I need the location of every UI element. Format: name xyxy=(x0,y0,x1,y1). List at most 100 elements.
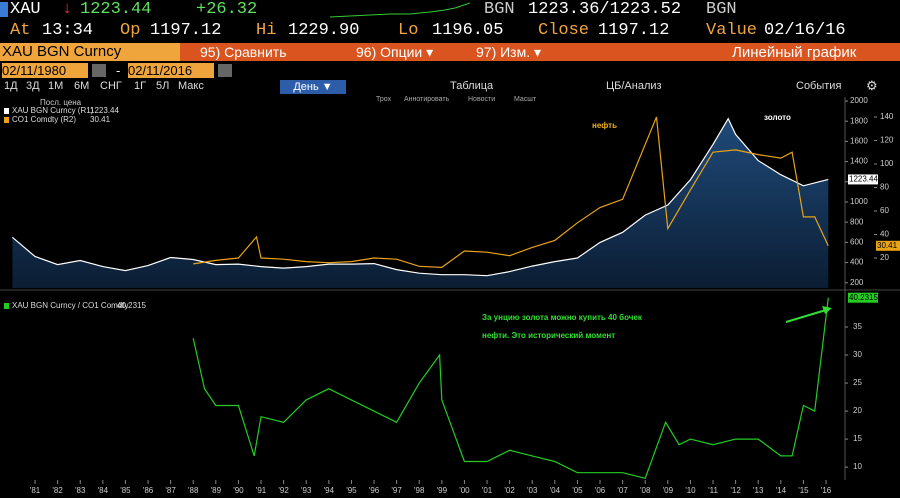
x-tick-label: '81 xyxy=(30,486,41,495)
period-button[interactable]: СНГ xyxy=(100,80,122,92)
calendar-icon[interactable] xyxy=(92,64,106,77)
y-tick-label: 1400 xyxy=(850,157,868,166)
legend-entry: XAU BGN Curncy / CO1 Comdty xyxy=(12,301,128,310)
settings-button[interactable]: ⚙ xyxy=(866,78,878,93)
x-tick-label: '83 xyxy=(75,486,86,495)
stat-label: Close xyxy=(538,21,590,40)
x-tick-label: '90 xyxy=(233,486,244,495)
x-tick-label: '89 xyxy=(211,486,222,495)
stat-label: Hi xyxy=(256,21,277,40)
y2-tick-label: 20 xyxy=(880,253,889,262)
chart-kind[interactable]: Линейный график xyxy=(732,44,857,61)
quote-label: BGN xyxy=(484,0,515,19)
x-tick-label: '93 xyxy=(301,486,312,495)
chart-tool[interactable]: Масшт xyxy=(514,96,537,103)
x-tick-label: '11 xyxy=(708,486,718,495)
x-tick-label: '07 xyxy=(617,486,628,495)
stat-value: 1229.90 xyxy=(288,21,360,40)
chart-tool[interactable]: Трох xyxy=(376,96,392,103)
y-tick-label: 10 xyxy=(853,462,862,471)
menu-item[interactable]: 96) Опции ▾ xyxy=(356,44,434,60)
stat-value: 02/16/16 xyxy=(764,21,846,40)
end-date[interactable]: 02/11/2016 xyxy=(128,63,214,78)
x-tick-label: '99 xyxy=(437,486,448,495)
x-tick-label: '08 xyxy=(640,486,651,495)
y-tick-label: 15 xyxy=(853,434,862,443)
x-tick-label: '10 xyxy=(685,486,696,495)
start-date[interactable]: 02/11/1980 xyxy=(2,63,88,78)
quote-label: BGN xyxy=(706,0,737,19)
value-box xyxy=(876,240,900,251)
value-label: 30.41 xyxy=(877,241,898,250)
analysis-button[interactable]: ЦБ/Анализ xyxy=(606,80,662,92)
sparkline xyxy=(330,2,470,18)
value-label: 1223.44 xyxy=(849,175,878,184)
x-tick-label: '85 xyxy=(120,486,131,495)
y2-tick-label: 100 xyxy=(880,159,894,168)
annotation-arrow xyxy=(785,309,827,323)
annotation: золото xyxy=(764,113,791,122)
y-tick-label: 600 xyxy=(850,237,864,246)
line xyxy=(12,117,829,277)
calendar-icon[interactable] xyxy=(218,64,232,77)
legend-value: 40.2315 xyxy=(117,301,146,310)
x-tick-label: '91 xyxy=(256,486,267,495)
menu-item[interactable]: 97) Изм. ▾ xyxy=(476,44,542,60)
period-button[interactable]: 1Д xyxy=(4,80,18,92)
period-button[interactable]: 3Д xyxy=(26,80,40,92)
stat-label: Lo xyxy=(398,21,419,40)
period-button[interactable]: 5Л xyxy=(156,80,170,92)
legend-value: 1223.44 xyxy=(90,106,119,115)
security-name[interactable]: XAU BGN Curncy xyxy=(0,43,180,61)
legend-entry: CO1 Comdty (R2) xyxy=(12,115,76,124)
line xyxy=(193,116,829,269)
chart-tool[interactable]: Новости xyxy=(468,96,496,103)
chart-tool[interactable]: Аннотировать xyxy=(404,96,450,103)
x-tick-label: '00 xyxy=(459,486,470,495)
legend-title: Посл. цена xyxy=(40,98,82,107)
value-label: 40.2315 xyxy=(849,293,878,302)
y-tick-label: 1800 xyxy=(850,116,868,125)
y-tick-label: 35 xyxy=(853,322,862,331)
menu-bar xyxy=(0,43,900,61)
ticker: XAU xyxy=(10,0,41,19)
annotation: За унцию золота можно купить 40 бочек xyxy=(482,313,643,322)
frequency[interactable]: День ▼ xyxy=(280,80,346,94)
x-tick-label: '97 xyxy=(391,486,402,495)
x-tick-label: '92 xyxy=(278,486,289,495)
annotation: нефти. Это исторический момент xyxy=(482,331,615,340)
x-tick-label: '12 xyxy=(730,486,741,495)
x-tick-label: '03 xyxy=(527,486,538,495)
stat-value: 13:34 xyxy=(42,21,94,40)
period-button[interactable]: 6М xyxy=(74,80,90,92)
period-button[interactable]: 1М xyxy=(48,80,64,92)
x-tick-label: '13 xyxy=(753,486,764,495)
bid-ask: 1223.36/1223.52 xyxy=(528,0,682,19)
x-tick-label: '87 xyxy=(165,486,176,495)
y-tick-label: 30 xyxy=(853,350,862,359)
y2-tick-label: 60 xyxy=(880,206,889,215)
events-button[interactable]: События xyxy=(796,80,842,92)
stat-label: At xyxy=(10,21,31,40)
legend-swatch xyxy=(4,108,9,114)
table-button[interactable]: Таблица xyxy=(450,80,494,92)
y-tick-label: 20 xyxy=(853,406,862,415)
menu-item[interactable]: 95) Сравнить xyxy=(200,44,287,60)
x-tick-label: '06 xyxy=(595,486,606,495)
y-tick-label: 2000 xyxy=(850,96,868,105)
period-button[interactable]: 1Г xyxy=(134,80,147,92)
x-tick-label: '98 xyxy=(414,486,425,495)
arrow-head xyxy=(822,306,832,314)
legend-swatch xyxy=(4,117,9,123)
period-button[interactable]: Макс xyxy=(178,80,204,92)
stat-value: 1197.12 xyxy=(150,21,222,40)
line xyxy=(192,297,829,480)
y-tick-label: 25 xyxy=(853,378,862,387)
y2-tick-label: 80 xyxy=(880,183,889,192)
value-box xyxy=(848,292,878,303)
x-tick-label: '88 xyxy=(188,486,199,495)
x-tick-label: '96 xyxy=(369,486,380,495)
y2-tick-label: 120 xyxy=(880,136,894,145)
